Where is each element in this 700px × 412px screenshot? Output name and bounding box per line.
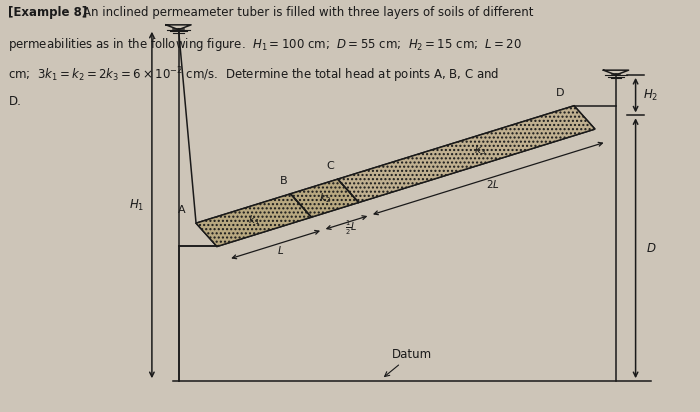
Text: cm;  $3k_1 = k_2 = 2k_3 = 6 \times 10^{-2}$ cm/s.  Determine the total head at p: cm; $3k_1 = k_2 = 2k_3 = 6 \times 10^{-2… xyxy=(8,66,500,85)
Text: $H_1$: $H_1$ xyxy=(129,197,144,213)
Text: An inclined permeameter tuber is filled with three layers of soils of different: An inclined permeameter tuber is filled … xyxy=(83,6,533,19)
Text: A: A xyxy=(178,205,186,215)
Text: permeabilities as in the following figure.  $H_1 = 100$ cm;  $D = 55$ cm;  $H_2 : permeabilities as in the following figur… xyxy=(8,36,522,53)
Text: $k_2$: $k_2$ xyxy=(318,191,330,205)
Text: D: D xyxy=(556,88,564,98)
Text: $k_3$: $k_3$ xyxy=(475,143,486,157)
Text: $H_2$: $H_2$ xyxy=(643,88,659,103)
Text: [Example 8]: [Example 8] xyxy=(8,6,88,19)
Text: Datum: Datum xyxy=(384,347,432,377)
Polygon shape xyxy=(290,179,358,217)
Text: D.: D. xyxy=(8,95,21,108)
Text: $k_1$: $k_1$ xyxy=(248,213,260,227)
Polygon shape xyxy=(196,106,595,246)
Text: B: B xyxy=(279,176,287,186)
Text: C: C xyxy=(327,161,335,171)
Text: $2L$: $2L$ xyxy=(486,178,500,190)
Text: $L$: $L$ xyxy=(277,244,284,256)
Polygon shape xyxy=(196,194,312,246)
Polygon shape xyxy=(338,106,595,202)
Text: $\frac{1}{2}L$: $\frac{1}{2}L$ xyxy=(345,219,358,237)
Text: $D$: $D$ xyxy=(646,242,656,255)
